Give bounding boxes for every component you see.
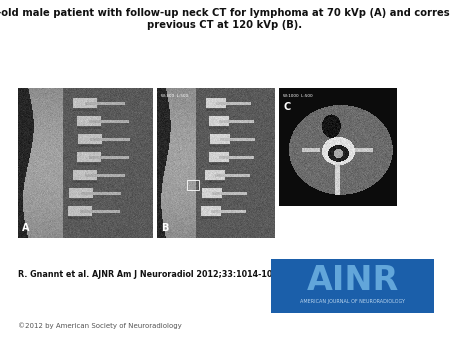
Text: W:300  L:500: W:300 L:500 bbox=[161, 94, 188, 98]
Text: AMERICAN JOURNAL OF NEURORADIOLOGY: AMERICAN JOURNAL OF NEURORADIOLOGY bbox=[300, 298, 405, 304]
Text: R. Gnannt et al. AJNR Am J Neuroradiol 2012;33:1014-1019: R. Gnannt et al. AJNR Am J Neuroradiol 2… bbox=[18, 270, 284, 279]
Text: ©2012 by American Society of Neuroradiology: ©2012 by American Society of Neuroradiol… bbox=[18, 322, 182, 329]
FancyBboxPatch shape bbox=[271, 259, 434, 313]
Text: B: B bbox=[161, 223, 168, 233]
Text: W:1000  L:500: W:1000 L:500 bbox=[283, 94, 313, 98]
Text: previous CT at 120 kVp (B).: previous CT at 120 kVp (B). bbox=[148, 20, 302, 30]
Text: 42-year-old male patient with follow-up neck CT for lymphoma at 70 kVp (A) and c: 42-year-old male patient with follow-up … bbox=[0, 8, 450, 18]
Text: A: A bbox=[22, 223, 30, 233]
Text: C: C bbox=[283, 102, 290, 112]
Text: AINR: AINR bbox=[306, 264, 399, 297]
Bar bbox=[187, 180, 199, 190]
